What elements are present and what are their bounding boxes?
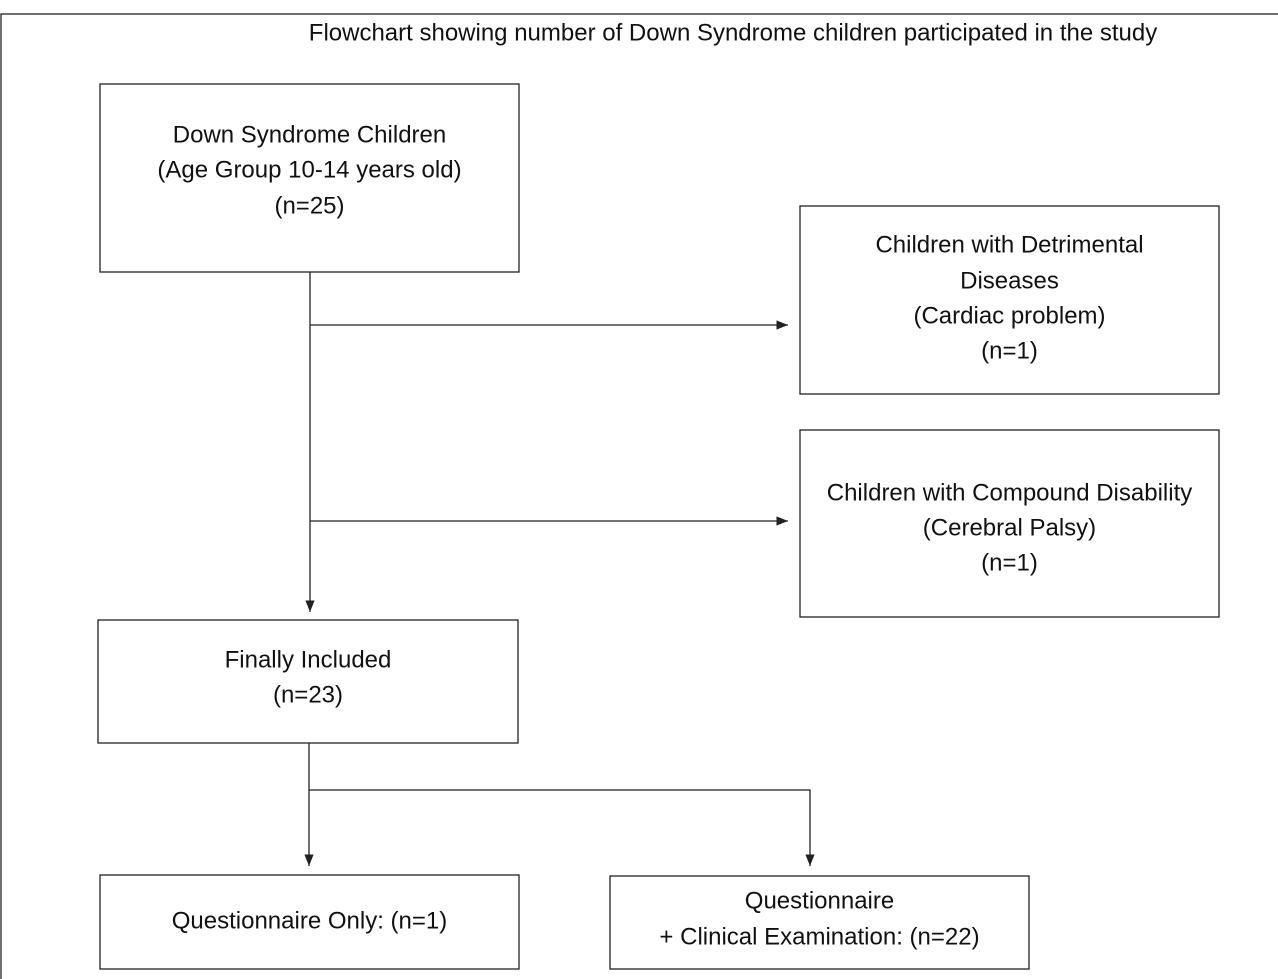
node-label: Finally Included (225, 646, 392, 673)
node-label: (Cardiac problem) (913, 302, 1105, 329)
node-box (99, 83, 520, 273)
arrow (309, 789, 815, 866)
node-label: Diseases (960, 267, 1059, 294)
node-label: + Clinical Examination: (n=22) (659, 923, 979, 950)
node-label: (n=25) (274, 192, 344, 219)
node-label: (Cerebral Palsy) (923, 514, 1096, 541)
node-box (799, 205, 1220, 395)
node-box (799, 429, 1220, 618)
title: Flowchart showing number of Down Syndrom… (309, 19, 1157, 46)
node-label: Down Syndrome Children (173, 121, 446, 148)
node-label: (n=1) (981, 549, 1038, 576)
node-label: Questionnaire Only: (n=1) (172, 907, 447, 934)
edges (304, 272, 815, 866)
node-label: Children with Detrimental (875, 231, 1143, 258)
node-label: (Age Group 10-14 years old) (157, 156, 461, 183)
node-box (609, 875, 1030, 970)
frame (0, 13, 1278, 979)
node-box (97, 619, 519, 744)
node-label: (n=1) (981, 337, 1038, 364)
node-label: Children with Compound Disability (827, 479, 1193, 506)
node-box (99, 874, 520, 970)
node-label: (n=23) (273, 681, 343, 708)
node-label: Questionnaire (745, 887, 894, 914)
